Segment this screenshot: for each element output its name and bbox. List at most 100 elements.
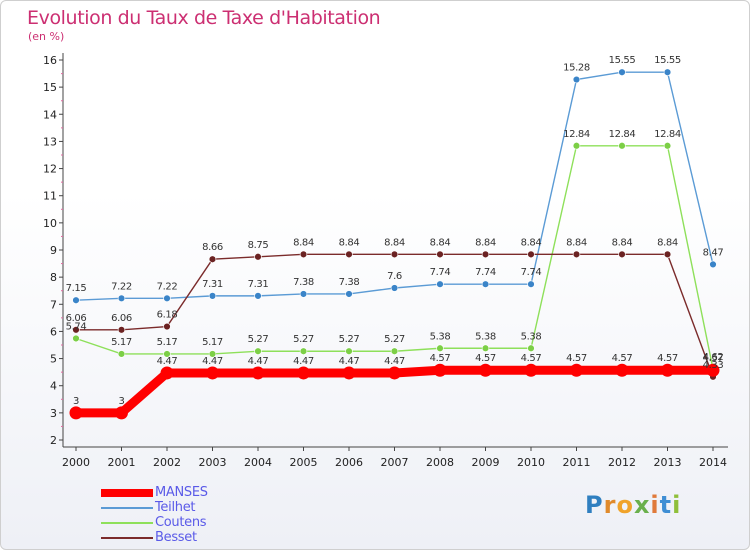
legend-swatch-besset: [101, 537, 153, 539]
data-point-besset: [618, 250, 626, 259]
data-point-teilhet: [663, 68, 672, 76]
x-tick-label: 2007: [381, 456, 409, 469]
logo-letter: r: [603, 491, 617, 519]
data-point-manses: [479, 363, 492, 377]
data-point-teilhet: [208, 292, 217, 300]
data-label-teilhet: 7.38: [339, 277, 360, 288]
data-point-manses: [115, 406, 128, 420]
data-label-besset: 8.75: [248, 240, 269, 251]
data-label-coutens: 5.17: [111, 337, 132, 348]
x-tick-label: 2011: [563, 456, 591, 469]
x-tick-label: 2014: [699, 456, 727, 469]
data-label-coutens: 12.84: [609, 129, 636, 140]
proxiti-logo: Proxiti: [585, 491, 681, 519]
y-tick-label: 7: [50, 298, 57, 311]
data-point-teilhet: [436, 280, 444, 288]
chart-subtitle: (en %): [28, 30, 65, 43]
legend-label-besset: Besset: [155, 530, 197, 545]
data-point-besset: [481, 250, 490, 259]
y-tick-label: 5: [50, 353, 57, 366]
data-point-teilhet: [572, 75, 581, 84]
data-point-coutens: [117, 350, 126, 358]
y-tick-label: 11: [43, 190, 57, 203]
data-label-besset: 6.06: [111, 313, 132, 324]
y-tick-label: 3: [50, 407, 57, 420]
x-tick-label: 2010: [517, 456, 545, 469]
data-point-teilhet: [117, 294, 126, 303]
data-label-besset: 8.84: [293, 237, 314, 248]
data-label-teilhet: 7.22: [157, 281, 178, 292]
data-label-coutens: 5.27: [248, 334, 269, 345]
data-label-coutens: 5.27: [384, 334, 405, 345]
x-tick-label: 2012: [608, 456, 636, 469]
data-label-teilhet: 7.31: [248, 279, 269, 290]
y-tick-label: 2: [50, 434, 57, 447]
data-point-besset: [527, 250, 535, 259]
data-label-manses: 4.57: [566, 353, 587, 364]
data-point-manses: [388, 366, 401, 380]
data-point-teilhet: [254, 292, 262, 300]
data-label-coutens: 5.38: [475, 331, 496, 342]
data-point-manses: [615, 363, 629, 377]
data-label-manses: 4.47: [384, 356, 405, 367]
y-tick-label: 6: [50, 325, 57, 338]
data-label-besset: 8.84: [475, 237, 496, 248]
data-label-manses: 4.57: [703, 353, 724, 364]
data-label-coutens: 12.84: [654, 129, 681, 140]
data-label-manses: 4.47: [157, 356, 178, 367]
data-label-besset: 8.84: [657, 237, 678, 248]
data-point-teilhet: [163, 294, 171, 303]
data-label-manses: 4.47: [202, 356, 223, 367]
data-label-teilhet: 7.31: [202, 279, 223, 290]
logo-letter: t: [659, 491, 673, 519]
data-point-manses: [69, 406, 83, 420]
y-tick-label: 15: [43, 81, 57, 94]
data-point-besset: [299, 250, 308, 259]
data-point-manses: [206, 366, 219, 380]
data-point-coutens: [72, 334, 80, 343]
data-label-besset: 8.84: [612, 237, 633, 248]
data-label-manses: 4.57: [475, 353, 496, 364]
data-point-teilhet: [299, 290, 308, 298]
legend-label-manses: MANSES: [155, 485, 208, 500]
legend-swatch-manses: [101, 489, 153, 497]
data-point-besset: [208, 255, 217, 263]
data-point-teilhet: [72, 296, 80, 304]
data-label-besset: 8.84: [430, 237, 451, 248]
y-tick-label: 12: [43, 163, 57, 176]
x-tick-label: 2002: [153, 456, 181, 469]
legend-item-besset: Besset: [101, 530, 281, 546]
data-label-teilhet: 7.6: [387, 271, 402, 282]
data-label-teilhet: 7.22: [111, 281, 132, 292]
data-point-besset: [117, 326, 126, 334]
data-label-coutens: 4.62: [703, 352, 724, 363]
data-label-besset: 6.06: [66, 313, 87, 324]
legend-item-coutens: Coutens: [101, 515, 281, 531]
data-label-besset: 8.84: [566, 237, 587, 248]
data-point-besset: [436, 250, 444, 259]
data-point-teilhet: [709, 260, 717, 269]
logo-letter: P: [585, 491, 604, 519]
data-point-coutens: [527, 344, 535, 352]
data-label-manses: 4.47: [248, 356, 269, 367]
data-label-coutens: 5.74: [66, 321, 87, 332]
data-point-besset: [663, 250, 672, 259]
data-point-besset: [254, 253, 262, 261]
legend-label-teilhet: Teilhet: [155, 500, 196, 515]
y-tick-label: 13: [43, 135, 57, 148]
data-point-coutens: [299, 347, 308, 355]
data-point-teilhet: [345, 290, 353, 298]
logo-letter: i: [672, 491, 682, 519]
x-tick-label: 2006: [335, 456, 363, 469]
series-line-teilhet: [75, 71, 714, 301]
data-label-teilhet: 15.28: [563, 63, 590, 74]
data-point-besset: [390, 250, 399, 259]
data-point-manses: [342, 366, 356, 380]
data-label-coutens: 12.84: [563, 129, 590, 140]
data-label-manses: 4.57: [657, 353, 678, 364]
data-label-manses: 4.47: [293, 356, 314, 367]
data-point-manses: [570, 363, 583, 377]
data-label-teilhet: 7.74: [475, 267, 496, 278]
logo-letter: o: [616, 491, 634, 519]
